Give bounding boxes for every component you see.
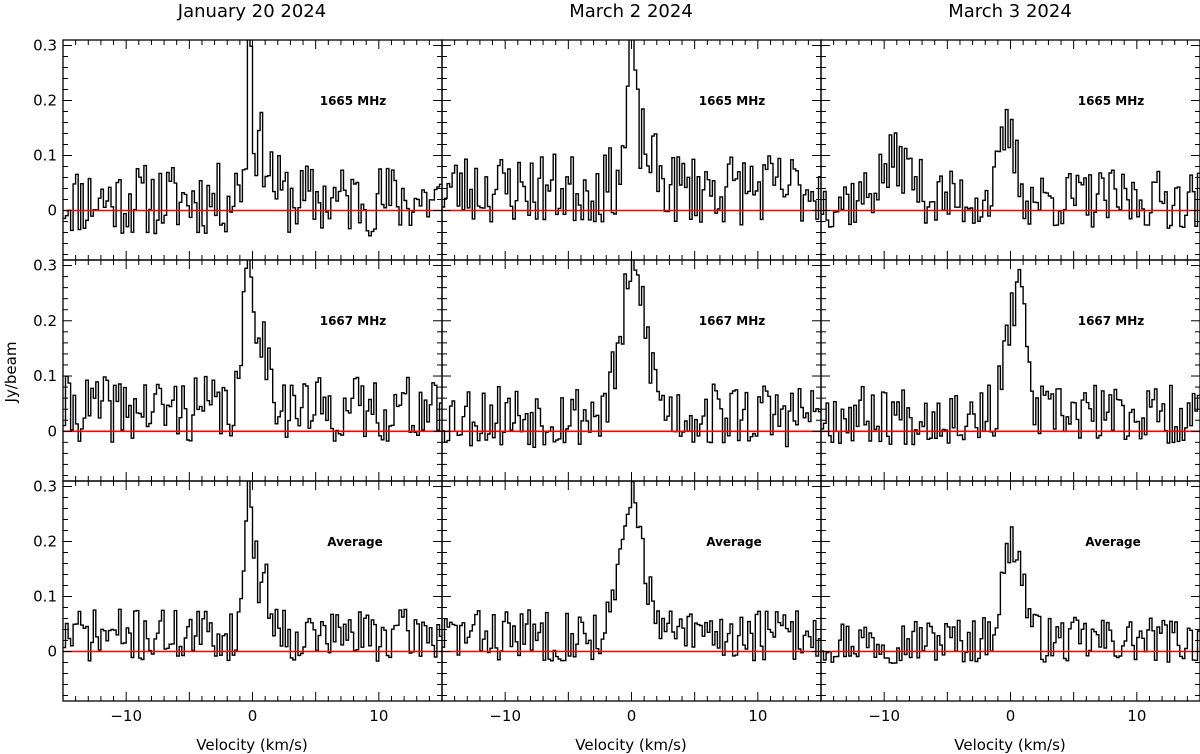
x-tick-label: 0 (627, 707, 637, 725)
panel-label: 1665 MHz (1078, 94, 1145, 108)
panel-frame (441, 39, 822, 261)
y-tick-label: 0.2 (33, 92, 57, 110)
y-tick-label: 0.2 (33, 533, 57, 551)
column-title-mar2: March 2 2024 (569, 1, 693, 22)
y-tick-label: 0.2 (33, 312, 57, 330)
y-tick-label: 0 (47, 422, 57, 440)
y-tick-label: 0.1 (33, 588, 57, 606)
y-tick-label: 0.3 (33, 257, 57, 275)
panel-3-3: −10 0 10 Average (820, 480, 1200, 725)
x-tick-label: −10 (868, 707, 900, 725)
panel-1-1: 0 0.1 0.2 0.3 1665 MHz (33, 37, 443, 261)
panel-label: 1665 MHz (699, 94, 766, 108)
panel-1-3: 0 0.1 0.2 0.3 −10 0 10 Average (33, 478, 443, 725)
x-tick-label: −10 (489, 707, 521, 725)
x-tick-label: 10 (1127, 707, 1146, 725)
spectrum-trace (821, 526, 1200, 664)
panel-1-2: 0 0.1 0.2 0.3 1667 MHz (33, 257, 443, 482)
column-title-mar3: March 3 2024 (948, 1, 1072, 22)
spectrum-trace (63, 481, 442, 662)
x-tick-label: 10 (748, 707, 767, 725)
panel-frame (441, 259, 822, 482)
column-titles: January 20 2024 March 2 2024 March 3 202… (177, 1, 1072, 22)
y-tick-label: 0.3 (33, 478, 57, 496)
spectrum-trace (63, 260, 442, 443)
y-tick-label: 0.1 (33, 147, 57, 165)
x-tick-label: 0 (248, 707, 258, 725)
panel-grid: 0 0.1 0.2 0.3 1665 MHz 1665 MHz 1665 MHz 0 0.1 0.… (33, 37, 1200, 725)
column-title-jan20: January 20 2024 (177, 1, 326, 22)
y-tick-label: 0 (47, 202, 57, 220)
panel-frame (441, 480, 822, 702)
y-tick-label: 0.1 (33, 367, 57, 385)
panel-label: 1667 MHz (1078, 314, 1145, 328)
panel-label: 1667 MHz (699, 314, 766, 328)
spectrum-trace (821, 268, 1200, 446)
spectrum-trace (442, 260, 821, 448)
panel-label: 1667 MHz (320, 314, 387, 328)
panel-label: 1665 MHz (320, 94, 387, 108)
spectrum-trace (442, 481, 821, 662)
x-tick-label: 0 (1006, 707, 1016, 725)
spectrum-trace (442, 40, 821, 226)
panel-3-2: 1667 MHz (820, 259, 1200, 482)
panel-frame (820, 480, 1200, 702)
x-axis-label-col1: Velocity (km/s) (196, 736, 307, 754)
x-axis-label-col2: Velocity (km/s) (575, 736, 686, 754)
panel-label: Average (1085, 535, 1141, 549)
x-axis-label-col3: Velocity (km/s) (954, 736, 1065, 754)
panel-2-2: 1667 MHz (441, 259, 822, 482)
panel-label: Average (706, 535, 762, 549)
panel-label: Average (327, 535, 383, 549)
panel-2-1: 1665 MHz (441, 39, 822, 261)
panel-2-3: −10 0 10 Average (441, 480, 822, 725)
panel-3-1: 1665 MHz (820, 39, 1200, 261)
x-axis-labels: Velocity (km/s) Velocity (km/s) Velocity… (196, 736, 1065, 754)
x-tick-label: −10 (110, 707, 142, 725)
spectrum-trace (821, 108, 1200, 229)
spectrum-trace (63, 40, 442, 237)
y-tick-label: 0 (47, 643, 57, 661)
y-tick-label: 0.3 (33, 37, 57, 55)
x-tick-label: 10 (369, 707, 388, 725)
y-axis-label: Jy/beam (2, 342, 20, 404)
panel-frame (820, 39, 1200, 261)
